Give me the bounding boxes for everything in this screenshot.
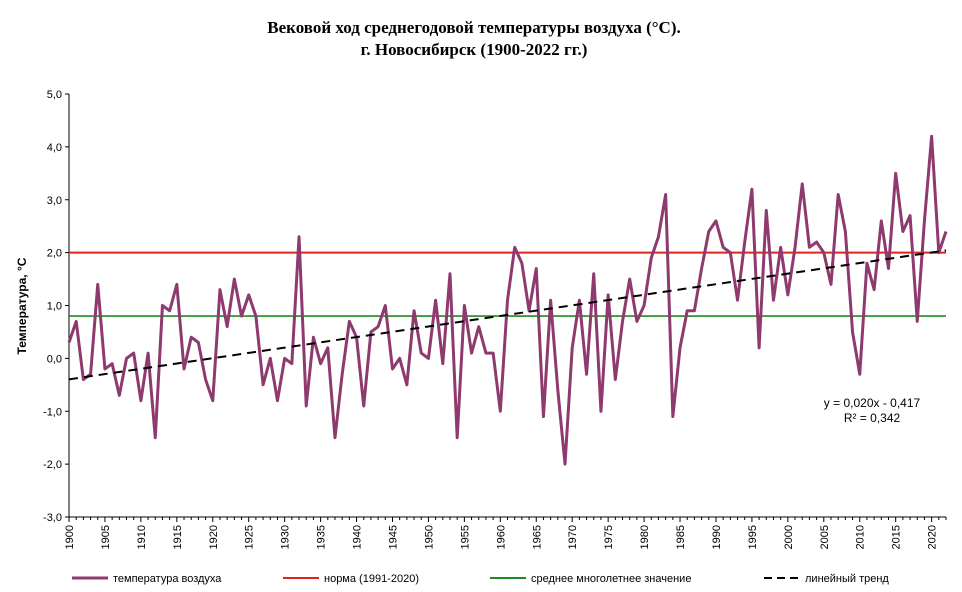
y-axis-label: Температура, °С	[15, 257, 29, 354]
y-tick-label: 4,0	[47, 142, 62, 154]
x-tick-label: 1945	[387, 525, 399, 549]
temperature-series-line	[67, 134, 948, 466]
x-tick-label: 1980	[639, 525, 651, 549]
legend-label-trend: линейный тренд	[805, 573, 889, 585]
x-tick-label: 1975	[603, 525, 615, 549]
y-tick-label: 3,0	[47, 195, 62, 207]
x-tick-label: 1940	[352, 525, 364, 549]
y-tick-label: -2,0	[43, 459, 62, 471]
x-tick-label: 2020	[927, 525, 939, 549]
x-tick-label: 1965	[531, 525, 543, 549]
x-tick-label: 1970	[567, 525, 579, 549]
trend-r-squared: R² = 0,342	[844, 411, 901, 425]
legend-label-temperature: температура воздуха	[113, 573, 222, 585]
chart-title-line1: Вековой ход среднегодовой температуры во…	[267, 18, 681, 37]
trend-line	[68, 249, 947, 381]
x-tick-label: 2010	[855, 525, 867, 549]
y-tick-label: -1,0	[43, 406, 62, 418]
x-tick-label: 2015	[891, 525, 903, 549]
legend-label-mean: среднее многолетнее значение	[531, 573, 691, 585]
x-tick-label: 1925	[244, 525, 256, 549]
x-tick-label: 2000	[783, 525, 795, 549]
chart-title-line2: г. Новосибирск (1900-2022 гг.)	[361, 40, 588, 59]
x-tick-label: 1915	[172, 525, 184, 549]
x-tick-label: 1910	[136, 525, 148, 549]
x-tick-label: 1995	[747, 525, 759, 549]
x-tick-label: 1930	[280, 525, 292, 549]
y-tick-label: 5,0	[47, 89, 62, 101]
trend-equation: y = 0,020x - 0,417	[824, 396, 921, 410]
x-tick-label: 1905	[100, 525, 112, 549]
y-tick-label: 2,0	[47, 248, 62, 260]
y-tick-label: 0,0	[47, 353, 62, 365]
x-tick-label: 1900	[64, 525, 76, 549]
x-tick-label: 1960	[495, 525, 507, 549]
legend: температура воздуха норма (1991-2020) ср…	[72, 573, 889, 585]
x-tick-label: 1955	[459, 525, 471, 549]
x-tick-label: 2005	[819, 525, 831, 549]
x-tick-label: 1920	[208, 525, 220, 549]
x-tick-label: 1950	[423, 525, 435, 549]
x-tick-label: 1990	[711, 525, 723, 549]
x-tick-label: 1985	[675, 525, 687, 549]
y-tick-label: 1,0	[47, 301, 62, 313]
y-tick-label: -3,0	[43, 512, 62, 524]
x-tick-label: 1935	[316, 525, 328, 549]
legend-label-norm: норма (1991-2020)	[324, 573, 419, 585]
